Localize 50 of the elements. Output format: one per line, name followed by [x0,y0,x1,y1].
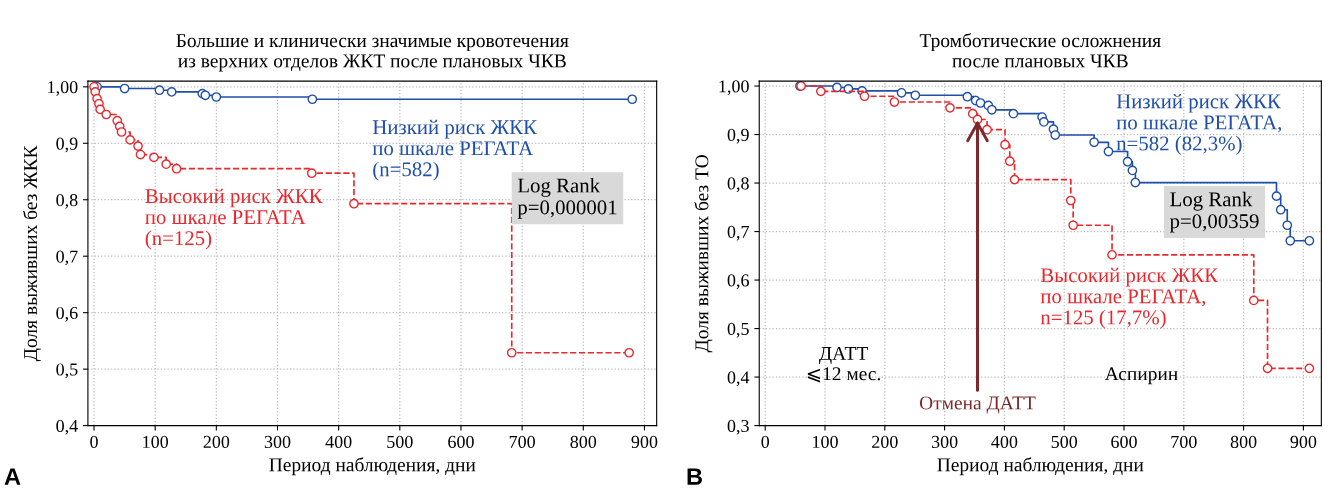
y-axis-title: Доля выживших без ЖКК [22,145,42,362]
x-tick-label: 400 [325,435,352,449]
annotation: Аспирин [1104,367,1178,385]
x-tick-label: 400 [991,435,1018,449]
annotation: ДАТТ ⩽12 мес. [807,346,881,383]
chart-title: Тромботические осложнения после плановых ЧКВ [919,33,1161,68]
y-tick-label: 0,4 [727,371,750,387]
y-tick-label: 0,4 [56,419,78,435]
y-tick-label: 0,5 [727,322,749,338]
x-tick-label: 0 [90,435,98,449]
x-tick-label: 700 [1171,435,1197,449]
x-tick-label: 300 [264,435,291,449]
y-tick-label: 0,9 [56,137,78,153]
y-tick-label: 1,00 [48,81,78,96]
x-tick-label: 500 [1051,435,1078,449]
series-label: Высокий риск ЖКК по шкале РЕГАТА, n=125 (17,7%) [1040,267,1219,329]
x-tick-label: 900 [1290,435,1317,449]
y-tick-label: 0,8 [56,194,78,209]
y-tick-label: 0,7 [727,225,749,241]
annotation: Отмена ДАТТ [919,396,1036,414]
x-axis-title: Период наблюдения, дни [937,457,1144,476]
x-tick-label: 600 [1111,435,1137,449]
x-tick-label: 300 [931,435,958,449]
y-tick-label: 0,3 [727,419,749,435]
x-tick-label: 900 [631,435,658,449]
series-label: Низкий риск ЖКК по шкале РЕГАТА, n=582 (82,3%) [1116,93,1282,155]
y-tick-label: 0,5 [56,363,78,379]
y-axis-title: Доля выживших без ТО [694,155,713,353]
y-tick-label: 1,00 [719,80,749,96]
series-label: Высокий риск ЖКК по шкале РЕГАТА (n=125) [145,188,323,250]
x-tick-label: 600 [448,435,474,449]
text: B [687,468,702,485]
y-tick-label: 0,6 [56,306,78,322]
y-tick-label: 0,7 [56,250,78,266]
x-axis-title: Период наблюдения, дни [269,457,476,476]
annotation: Log Rank p=0,00359 [1169,191,1259,233]
chart-title: Большие и клинически значимые кровотечения из верхних отделов ЖКТ после плановых ЧКВ [176,34,569,72]
x-tick-label: 200 [872,435,898,449]
y-tick-label: 0,6 [727,274,749,290]
y-tick-label: 0,8 [727,177,749,193]
x-tick-label: 700 [509,435,535,449]
x-tick-label: 0 [761,435,770,449]
text: A [4,468,21,485]
x-tick-label: 800 [570,435,597,449]
x-tick-label: 100 [813,435,838,449]
x-tick-label: 500 [387,435,413,449]
x-tick-label: 800 [1230,435,1257,449]
y-tick-label: 0,9 [727,128,749,144]
x-tick-label: 200 [203,435,230,449]
x-tick-label: 100 [143,435,169,449]
